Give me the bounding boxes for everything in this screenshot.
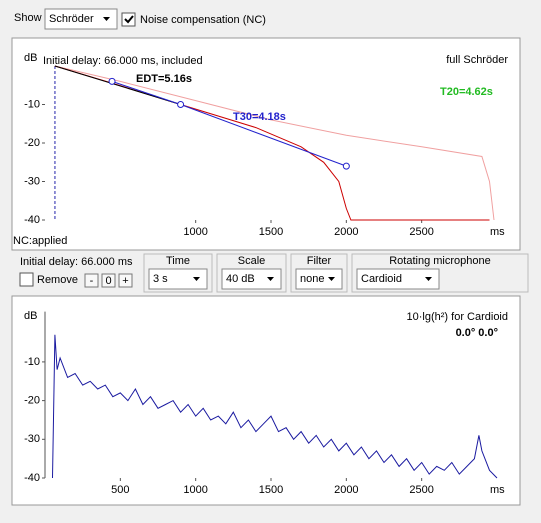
x-tick-label: 2500 bbox=[409, 484, 433, 496]
dropdown-arrow bbox=[193, 277, 200, 281]
x-axis-label: ms bbox=[490, 226, 505, 238]
y-tick-label: -20 bbox=[24, 395, 40, 407]
button-label: - bbox=[90, 275, 94, 287]
group-box bbox=[216, 253, 287, 293]
group-label: Rotating microphone bbox=[389, 255, 491, 267]
dropdown-value: Cardioid bbox=[361, 273, 402, 285]
group-box bbox=[351, 253, 529, 293]
group-label: Time bbox=[166, 255, 190, 267]
group-box bbox=[143, 253, 213, 293]
annotation: EDT=5.16s bbox=[136, 73, 192, 85]
y-axis-label: dB bbox=[24, 310, 37, 322]
button[interactable] bbox=[84, 273, 99, 288]
dropdown-value: 3 s bbox=[153, 273, 168, 285]
x-axis-label: ms bbox=[490, 484, 505, 496]
group-label: Scale bbox=[238, 255, 266, 267]
checkbox-label: Noise compensation (NC) bbox=[140, 14, 266, 26]
x-tick-label: 1000 bbox=[183, 226, 207, 238]
annotation: full Schröder bbox=[446, 54, 508, 66]
checkbox[interactable] bbox=[121, 12, 136, 27]
dropdown-arrow bbox=[328, 277, 335, 281]
x-tick-label: 500 bbox=[111, 484, 129, 496]
series-line bbox=[52, 334, 498, 479]
button[interactable] bbox=[101, 273, 116, 288]
group-label: Filter bbox=[307, 255, 332, 267]
point-marker bbox=[108, 77, 116, 85]
dropdown-value: none bbox=[300, 273, 324, 285]
chart-title: 10·lg(h²) for Cardioid bbox=[407, 311, 508, 323]
lower-panel bbox=[11, 295, 521, 506]
dropdown-arrow bbox=[267, 277, 274, 281]
x-tick-label: 2000 bbox=[334, 484, 358, 496]
x-tick-label: 1500 bbox=[259, 484, 283, 496]
y-tick-label: -40 bbox=[24, 472, 40, 484]
button[interactable] bbox=[118, 273, 133, 288]
y-tick-label: -20 bbox=[24, 137, 40, 149]
y-tick-label: -30 bbox=[24, 433, 40, 445]
annotation: T30=4.18s bbox=[233, 111, 286, 123]
y-tick-label: -30 bbox=[24, 175, 40, 187]
remove-label: Remove bbox=[37, 274, 78, 286]
y-tick-label: -40 bbox=[24, 214, 40, 226]
dropdown[interactable] bbox=[44, 8, 118, 30]
dropdown[interactable] bbox=[221, 268, 282, 290]
initial-delay: Initial delay: 66.000 ms bbox=[20, 256, 133, 268]
x-tick-label: 2500 bbox=[409, 226, 433, 238]
upper-panel bbox=[11, 37, 521, 251]
y-tick-label: -10 bbox=[24, 356, 40, 368]
point-marker bbox=[342, 162, 350, 170]
annotation: T20=4.62s bbox=[440, 86, 493, 98]
dropdown-arrow bbox=[425, 277, 432, 281]
chart-subtitle: 0.0° 0.0° bbox=[456, 327, 498, 339]
y-axis-label: dB bbox=[24, 52, 37, 64]
check-mark bbox=[124, 15, 134, 24]
show-label: Show bbox=[14, 12, 42, 24]
dropdown[interactable] bbox=[295, 268, 343, 290]
y-tick-label: -10 bbox=[24, 98, 40, 110]
series-line bbox=[54, 65, 181, 105]
x-tick-label: 2000 bbox=[334, 226, 358, 238]
annotation: Initial delay: 66.000 ms, included bbox=[43, 55, 203, 67]
x-tick-label: 1500 bbox=[259, 226, 283, 238]
dropdown-arrow bbox=[103, 17, 110, 21]
button-label: 0 bbox=[105, 275, 111, 287]
x-tick-label: 1000 bbox=[183, 484, 207, 496]
checkbox[interactable] bbox=[19, 272, 34, 287]
annotation: NC:applied bbox=[13, 235, 67, 247]
dropdown[interactable] bbox=[148, 268, 208, 290]
series-line bbox=[54, 65, 495, 221]
point-marker bbox=[177, 101, 185, 108]
dropdown[interactable] bbox=[356, 268, 440, 290]
button-label: + bbox=[122, 275, 128, 287]
dropdown-value: Schröder bbox=[49, 13, 94, 25]
dropdown-value: 40 dB bbox=[226, 273, 255, 285]
group-box bbox=[290, 253, 348, 293]
